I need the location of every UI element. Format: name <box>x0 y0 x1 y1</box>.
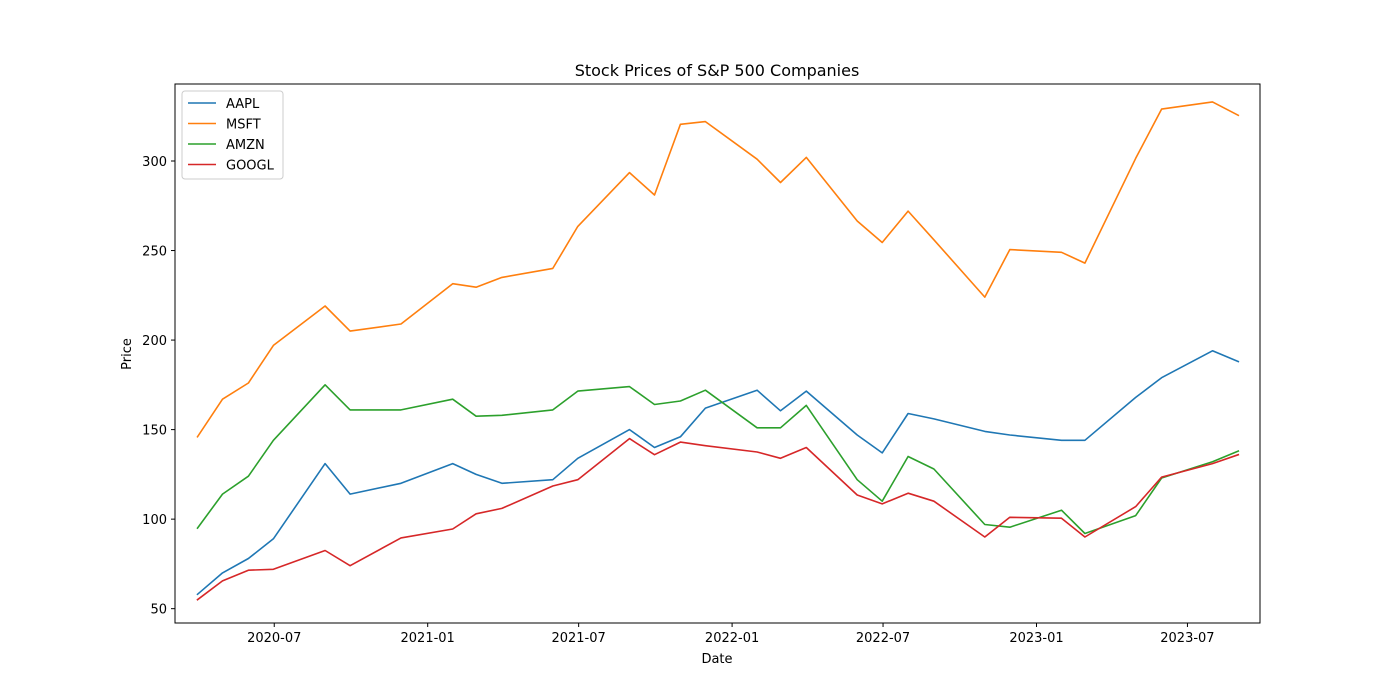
x-tick-label: 2023-01 <box>1009 631 1063 646</box>
y-tick-label: 50 <box>150 603 167 618</box>
legend-label-aapl: AAPL <box>226 97 260 112</box>
series-layer <box>196 101 1240 601</box>
series-line-amzn <box>196 383 1240 535</box>
legend-label-amzn: AMZN <box>226 138 265 153</box>
y-tick-label: 150 <box>142 424 167 439</box>
legend-label-googl: GOOGL <box>226 159 275 174</box>
x-tick-label: 2022-07 <box>856 631 910 646</box>
x-tick-label: 2022-01 <box>705 631 759 646</box>
chart-title: Stock Prices of S&P 500 Companies <box>575 61 860 80</box>
x-axis-label: Date <box>701 652 732 667</box>
x-tick-label: 2020-07 <box>247 631 301 646</box>
y-tick-label: 200 <box>142 334 167 349</box>
legend: AAPL MSFT AMZN GOOGL <box>181 90 284 180</box>
x-axis-ticks: 2020-07 2021-01 2021-07 2022-01 2022-07 2023-… <box>247 623 1215 646</box>
y-tick-label: 250 <box>142 245 167 260</box>
legend-label-msft: MSFT <box>226 118 261 133</box>
x-tick-label: 2021-07 <box>551 631 605 646</box>
series-line-msft <box>196 101 1240 438</box>
y-tick-label: 100 <box>142 513 167 528</box>
series-line-googl <box>196 437 1240 601</box>
y-tick-label: 300 <box>142 155 167 170</box>
y-axis-ticks: 50 100 150 200 250 300 <box>142 155 175 618</box>
legend-box <box>181 90 284 180</box>
plot-frame <box>174 83 1261 624</box>
series-line-aapl <box>196 349 1240 596</box>
x-tick-label: 2021-01 <box>401 631 455 646</box>
y-axis-label: Price <box>120 338 135 370</box>
x-tick-label: 2023-07 <box>1160 631 1214 646</box>
